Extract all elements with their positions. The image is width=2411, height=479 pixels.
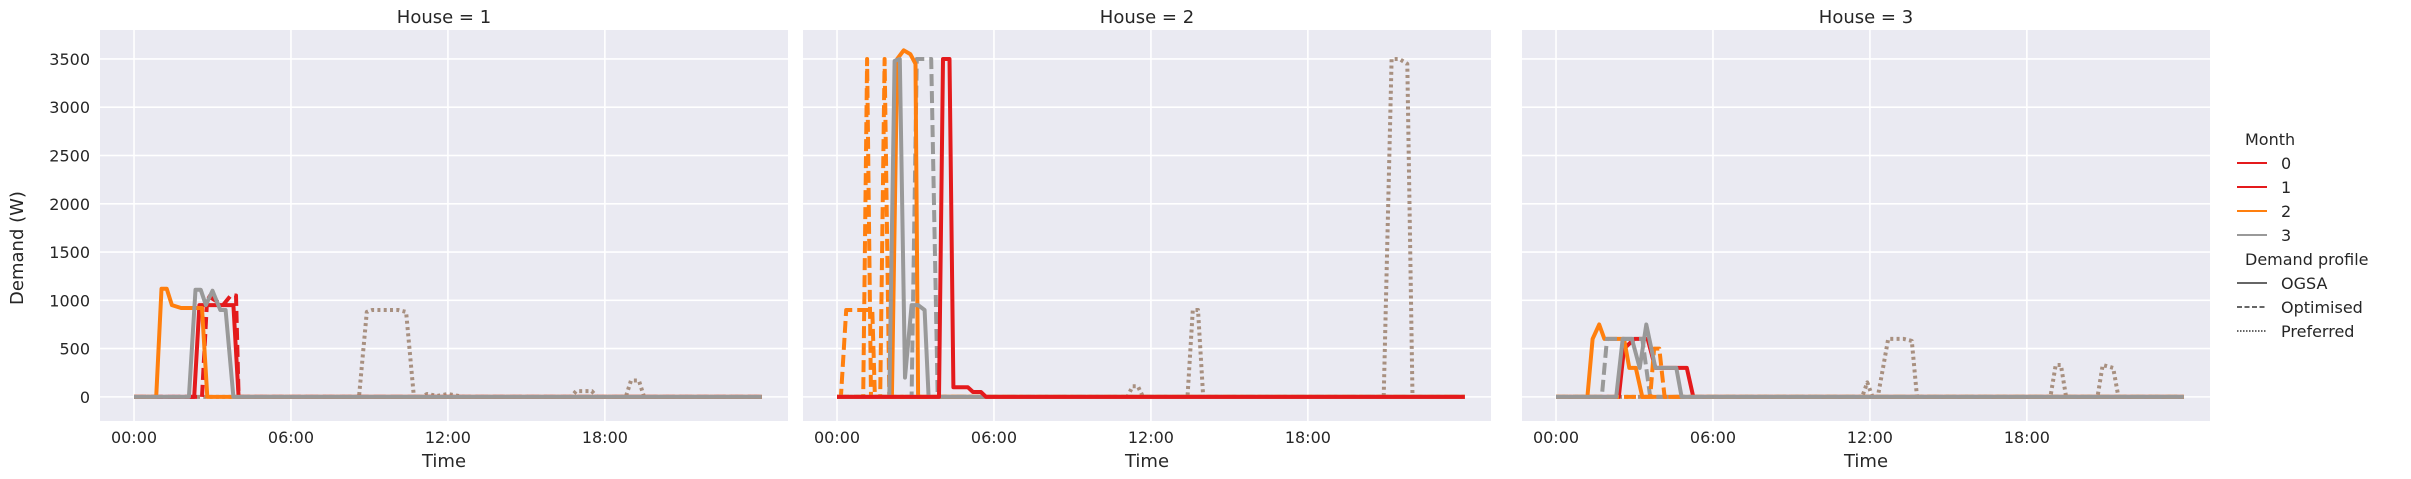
panel-title: House = 1 [397,7,491,28]
panel-title: House = 2 [1100,7,1194,28]
series-line-month-1-ogsa [837,57,1465,399]
legend-entry-month: 2 [2281,202,2291,221]
panel-background [1522,30,2210,421]
y-tick-label: 2500 [49,147,90,166]
y-axis-label: Demand (W) [7,191,28,305]
x-axis-label: Time [421,451,466,472]
x-tick-label: 18:00 [1285,428,1331,447]
panel-lines [1556,322,2184,399]
series-line-month-3-ogsa [134,287,762,399]
series-line-month-3-ogsa [837,57,1465,399]
x-tick-label: 00:00 [814,428,860,447]
legend-title-profile: Demand profile [2245,250,2368,269]
x-axis-label: Time [1843,451,1888,472]
legend: Month 0 1 2 3 Demand profile OGSA Optimised Pref… [2237,130,2368,341]
series-line-month-2-ogsa [837,48,1465,399]
x-tick-label: 00:00 [1533,428,1579,447]
series-line-month-3-preferred [837,57,1465,399]
legend-entry-month: 0 [2281,154,2291,173]
y-tick-label: 3000 [49,98,90,117]
series-line-month-3-preferred [1556,336,2184,399]
x-tick-label: 00:00 [111,428,157,447]
panel-house-2: 00:00 06:00 12:00 18:00 House = 2 Time [803,7,1491,472]
x-tick-label: 12:00 [425,428,471,447]
panel-title: House = 3 [1819,7,1913,28]
x-axis-label: Time [1124,451,1169,472]
y-tick-label: 500 [59,340,90,359]
y-tick-label: 0 [80,388,90,407]
legend-title-month: Month [2245,130,2295,149]
x-tick-label: 12:00 [1128,428,1174,447]
x-tick-label: 18:00 [2004,428,2050,447]
panel-lines [837,48,1465,399]
series-line-month-3-ogsa [1556,322,2184,399]
legend-entry-month: 1 [2281,178,2291,197]
panel-background [100,30,788,421]
x-tick-label: 06:00 [971,428,1017,447]
x-tick-label: 06:00 [268,428,314,447]
panel-house-1: 0 500 1000 1500 2000 2500 3000 3500 00:00 06:00 12… [49,7,788,472]
legend-entry-profile: Preferred [2281,322,2354,341]
y-tick-label: 1000 [49,291,90,310]
panel-lines [134,286,762,399]
y-tick-label: 2000 [49,195,90,214]
series-line-month-2-ogsa [134,286,762,399]
legend-entry-profile: OGSA [2281,274,2327,293]
x-tick-label: 12:00 [1847,428,1893,447]
panel-house-3: 00:00 06:00 12:00 18:00 House = 3 Time [1522,7,2210,472]
y-tick-label: 1500 [49,243,90,262]
x-tick-label: 18:00 [582,428,628,447]
legend-entry-profile: Optimised [2281,298,2363,317]
y-tick-label: 3500 [49,50,90,69]
legend-entry-month: 3 [2281,226,2291,245]
series-line-month-1-optimised [134,293,762,399]
x-tick-label: 06:00 [1690,428,1736,447]
chart-panels: 0 500 1000 1500 2000 2500 3000 3500 00:00 06:00 12… [49,7,2210,472]
